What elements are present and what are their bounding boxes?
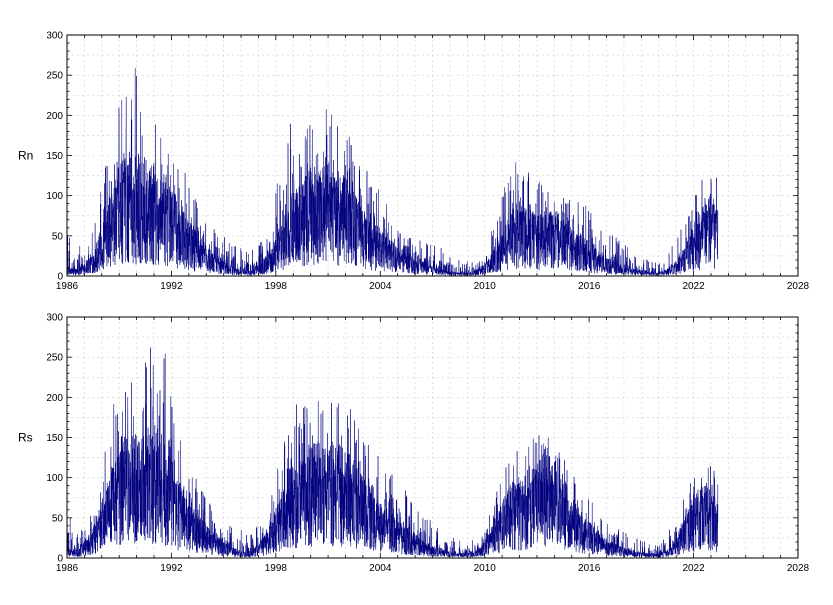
y-axis-label: Rn: [18, 149, 33, 163]
x-tick-label: 2022: [682, 563, 705, 574]
panel-rs: 1986 1992 1998 2004 2010 2016 2022 2028 0 50 100 15…: [18, 313, 810, 575]
x-tick-label: 2010: [474, 281, 497, 292]
series-line-rn: [66, 67, 719, 276]
x-tick-label: 1986: [56, 563, 79, 574]
x-tick-label: 2028: [787, 563, 810, 574]
x-tick-label: 2016: [578, 281, 601, 292]
y-tick-label: 300: [46, 31, 63, 42]
x-tick-label: 2010: [474, 563, 497, 574]
y-tick-label: 0: [57, 272, 63, 283]
x-tick-label: 2022: [682, 281, 705, 292]
y-tick-label: 250: [46, 353, 63, 364]
x-tick-label: 1998: [265, 563, 288, 574]
y-tick-label: 200: [46, 111, 63, 122]
x-tick-label: 1992: [160, 563, 183, 574]
x-tick-label: 1986: [56, 281, 79, 292]
y-tick-label: 50: [52, 231, 64, 242]
y-tick-label: 300: [46, 313, 63, 324]
y-axis-label: Rs: [18, 431, 33, 445]
y-tick-label: 150: [46, 151, 63, 162]
x-tick-label: 2004: [369, 281, 392, 292]
y-tick-label: 250: [46, 71, 63, 82]
x-tick-label: 2004: [369, 563, 392, 574]
panel-rn: 1986 1992 1998 2004 2010 2016 2022 2028 0 50 100 15…: [18, 31, 810, 293]
y-tick-label: 200: [46, 393, 63, 404]
x-tick-label: 2016: [578, 563, 601, 574]
series-line-rs: [66, 347, 719, 558]
y-tick-label: 100: [46, 191, 63, 202]
y-tick-label: 150: [46, 433, 63, 444]
y-tick-label: 0: [57, 554, 63, 565]
y-tick-label: 100: [46, 473, 63, 484]
x-tick-label: 1992: [160, 281, 183, 292]
x-tick-label: 2028: [787, 281, 810, 292]
y-tick-label: 50: [52, 513, 64, 524]
x-tick-label: 1998: [265, 281, 288, 292]
